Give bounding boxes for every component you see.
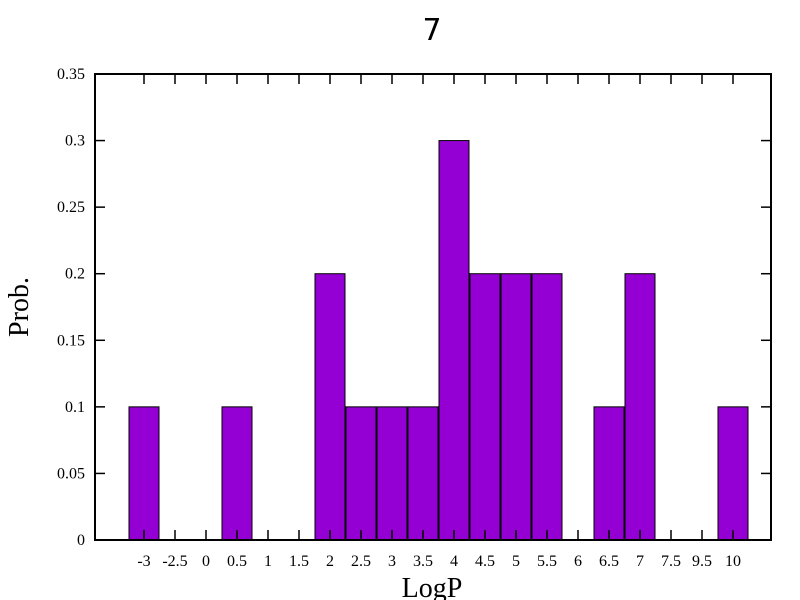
chart-title: 7 [422, 13, 441, 48]
x-tick-label-6: 2 [326, 553, 334, 570]
y-tick-label-6: 0.3 [65, 133, 85, 150]
bar-10 [438, 140, 470, 541]
x-tick-label-8: 3 [388, 553, 396, 570]
x-tick-label-2: 0 [202, 553, 210, 570]
bar-11 [469, 273, 501, 541]
y-tick-label-1: 0.05 [57, 465, 85, 482]
y-axis-ticks: 0 0.05 0.1 0.15 0.2 0.25 0.3 0.35 [57, 66, 771, 549]
x-tick-label-4: 1 [264, 553, 272, 570]
bar-16 [624, 273, 656, 541]
y-tick-label-4: 0.2 [65, 266, 85, 283]
x-tick-label-1: -2.5 [162, 553, 187, 570]
x-tick-label-11: 4.5 [475, 553, 495, 570]
bar-8 [376, 406, 408, 541]
bar-15 [593, 406, 625, 541]
x-tick-label-19: 10 [725, 553, 741, 570]
y-tick-label-0: 0 [77, 532, 85, 549]
bar-13 [531, 273, 563, 541]
bar-6 [314, 273, 346, 541]
bars-group [128, 140, 749, 541]
x-tick-label-9: 3.5 [413, 553, 433, 570]
bar-7 [345, 406, 377, 541]
bar-9 [407, 406, 439, 541]
x-tick-label-13: 5.5 [537, 553, 557, 570]
x-axis-label: LogP [402, 573, 463, 600]
x-tick-label-0: -3 [137, 553, 150, 570]
y-tick-label-2: 0.1 [65, 399, 85, 416]
bar-12 [500, 273, 532, 541]
x-tick-label-14: 6 [574, 553, 582, 570]
x-tick-label-10: 4 [450, 553, 458, 570]
plot-frame [94, 73, 772, 541]
bar-3 [221, 406, 253, 541]
bar-0 [128, 406, 160, 541]
y-tick-label-7: 0.35 [57, 66, 85, 83]
y-tick-label-3: 0.15 [57, 332, 85, 349]
x-axis-ticks: -3 -2.5 0 0.5 1 1.5 2 2.5 3 3.5 4 4.5 5 5.5 6 6.5 7 7.5 9.… [137, 74, 741, 570]
x-tick-label-7: 2.5 [351, 553, 371, 570]
y-axis-label: Prob. [4, 277, 35, 337]
x-tick-label-17: 7.5 [661, 553, 681, 570]
x-tick-label-3: 0.5 [227, 553, 247, 570]
y-tick-label-5: 0.25 [57, 199, 85, 216]
x-tick-label-5: 1.5 [289, 553, 309, 570]
x-tick-label-12: 5 [512, 553, 520, 570]
x-tick-label-18: 9.5 [692, 553, 712, 570]
bar-19 [717, 406, 749, 541]
x-tick-label-15: 6.5 [599, 553, 619, 570]
x-tick-label-16: 7 [636, 553, 644, 570]
